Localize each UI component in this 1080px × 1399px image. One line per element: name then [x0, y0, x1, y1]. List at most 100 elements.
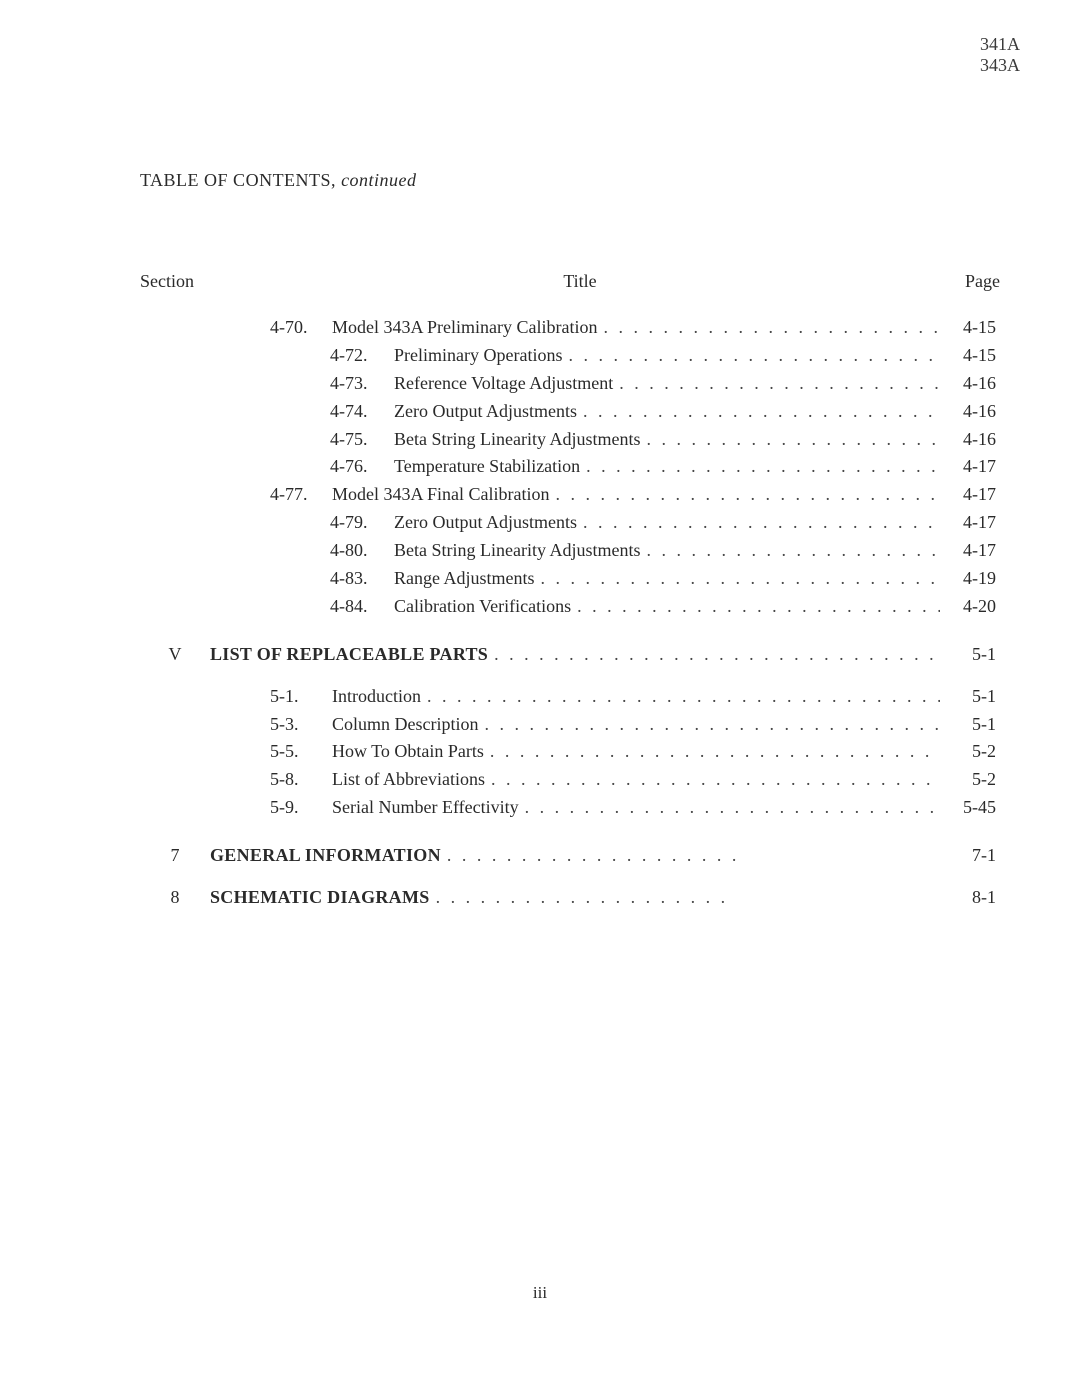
- row-page: 4-15: [940, 314, 1000, 342]
- page-number: iii: [0, 1283, 1080, 1303]
- toc-row: 4-77.Model 343A Final Calibration. . . .…: [140, 481, 1000, 509]
- row-title: Serial Number Effectivity: [332, 794, 519, 822]
- toc-row: 4-80.Beta String Linearity Adjustments. …: [140, 537, 1000, 565]
- row-leaders: . . . . . . . . . . . . . . . . . . . .: [430, 884, 940, 912]
- row-gap: [140, 669, 1000, 683]
- row-page: 4-16: [940, 370, 1000, 398]
- row-leaders: . . . . . . . . . . . . . . . . . . . . …: [485, 766, 940, 794]
- row-number: 4-83.: [330, 565, 394, 593]
- row-title: Reference Voltage Adjustment: [394, 370, 613, 398]
- row-number: 5-3.: [270, 711, 332, 739]
- row-page: 4-20: [940, 593, 1000, 621]
- toc-row: 4-74.Zero Output Adjustments. . . . . . …: [140, 398, 1000, 426]
- col-section: Section: [140, 271, 220, 292]
- toc-row: 4-76.Temperature Stabilization. . . . . …: [140, 453, 1000, 481]
- model-numbers: 341A 343A: [980, 34, 1020, 75]
- row-number: 4-70.: [270, 314, 332, 342]
- row-page: 4-19: [940, 565, 1000, 593]
- row-page: 4-17: [940, 481, 1000, 509]
- toc-row: 4-83.Range Adjustments. . . . . . . . . …: [140, 565, 1000, 593]
- toc-rows: 4-70.Model 343A Preliminary Calibration.…: [140, 314, 1000, 912]
- row-title: Preliminary Operations: [394, 342, 562, 370]
- row-number: 4-72.: [330, 342, 394, 370]
- row-page: 7-1: [940, 842, 1000, 870]
- row-page: 4-15: [940, 342, 1000, 370]
- toc-row: 5-1.Introduction. . . . . . . . . . . . …: [140, 683, 1000, 711]
- toc-row: 4-72.Preliminary Operations. . . . . . .…: [140, 342, 1000, 370]
- model-343a: 343A: [980, 55, 1020, 76]
- row-page: 5-1: [940, 641, 1000, 669]
- row-leaders: . . . . . . . . . . . . . . . . . . . . …: [613, 370, 940, 398]
- row-leaders: . . . . . . . . . . . . . . . . . . . . …: [640, 537, 940, 565]
- column-headers: Section Title Page: [140, 271, 1000, 292]
- toc-row: 4-73.Reference Voltage Adjustment. . . .…: [140, 370, 1000, 398]
- row-number: 4-74.: [330, 398, 394, 426]
- row-leaders: . . . . . . . . . . . . . . . . . . . . …: [421, 683, 940, 711]
- row-leaders: . . . . . . . . . . . . . . . . . . . . …: [488, 641, 940, 669]
- row-number: 4-79.: [330, 509, 394, 537]
- row-number: 5-5.: [270, 738, 332, 766]
- row-title: Beta String Linearity Adjustments: [394, 426, 640, 454]
- row-title: How To Obtain Parts: [332, 738, 484, 766]
- row-leaders: . . . . . . . . . . . . . . . . . . . . …: [597, 314, 940, 342]
- row-title: Column Description: [332, 711, 479, 739]
- row-title: Model 343A Final Calibration: [332, 481, 550, 509]
- row-page: 4-16: [940, 426, 1000, 454]
- toc-heading-prefix: TABLE OF CONTENTS,: [140, 170, 341, 190]
- row-number: 4-73.: [330, 370, 394, 398]
- row-title: LIST OF REPLACEABLE PARTS: [210, 641, 488, 669]
- row-leaders: . . . . . . . . . . . . . . . . . . . .: [441, 842, 940, 870]
- row-page: 4-17: [940, 537, 1000, 565]
- col-title: Title: [220, 271, 940, 292]
- model-341a: 341A: [980, 34, 1020, 55]
- row-title: Calibration Verifications: [394, 593, 571, 621]
- toc-row: 4-75.Beta String Linearity Adjustments. …: [140, 426, 1000, 454]
- row-page: 4-17: [940, 509, 1000, 537]
- row-title: GENERAL INFORMATION: [210, 842, 441, 870]
- toc-row: 7GENERAL INFORMATION . . . . . . . . . .…: [140, 842, 1000, 870]
- row-number: 4-76.: [330, 453, 394, 481]
- row-number: 4-75.: [330, 426, 394, 454]
- col-page: Page: [940, 271, 1000, 292]
- row-page: 8-1: [940, 884, 1000, 912]
- toc-row: 5-3.Column Description. . . . . . . . . …: [140, 711, 1000, 739]
- row-leaders: . . . . . . . . . . . . . . . . . . . . …: [640, 426, 940, 454]
- row-number: 4-84.: [330, 593, 394, 621]
- toc-row: 5-9.Serial Number Effectivity. . . . . .…: [140, 794, 1000, 822]
- toc-row: 4-79.Zero Output Adjustments. . . . . . …: [140, 509, 1000, 537]
- row-title: Beta String Linearity Adjustments: [394, 537, 640, 565]
- row-leaders: . . . . . . . . . . . . . . . . . . . . …: [535, 565, 941, 593]
- row-section: V: [140, 641, 210, 669]
- row-section: 7: [140, 842, 210, 870]
- toc-row: 4-70.Model 343A Preliminary Calibration.…: [140, 314, 1000, 342]
- row-leaders: . . . . . . . . . . . . . . . . . . . . …: [577, 398, 940, 426]
- row-leaders: . . . . . . . . . . . . . . . . . . . . …: [562, 342, 940, 370]
- row-leaders: . . . . . . . . . . . . . . . . . . . . …: [550, 481, 941, 509]
- row-number: 5-9.: [270, 794, 332, 822]
- row-leaders: . . . . . . . . . . . . . . . . . . . . …: [484, 738, 940, 766]
- row-page: 5-45: [940, 794, 1000, 822]
- toc-heading: TABLE OF CONTENTS, continued: [140, 170, 1000, 191]
- row-page: 5-1: [940, 683, 1000, 711]
- toc-row: 5-5.How To Obtain Parts. . . . . . . . .…: [140, 738, 1000, 766]
- row-title: Zero Output Adjustments: [394, 509, 577, 537]
- row-section: 8: [140, 884, 210, 912]
- row-title: Temperature Stabilization: [394, 453, 580, 481]
- row-title: Model 343A Preliminary Calibration: [332, 314, 597, 342]
- row-page: 5-1: [940, 711, 1000, 739]
- row-page: 4-16: [940, 398, 1000, 426]
- row-title: Zero Output Adjustments: [394, 398, 577, 426]
- toc-row: VLIST OF REPLACEABLE PARTS. . . . . . . …: [140, 641, 1000, 669]
- row-number: 5-1.: [270, 683, 332, 711]
- row-number: 5-8.: [270, 766, 332, 794]
- row-page: 5-2: [940, 738, 1000, 766]
- row-title: Range Adjustments: [394, 565, 535, 593]
- row-gap: [140, 870, 1000, 884]
- row-leaders: . . . . . . . . . . . . . . . . . . . . …: [580, 453, 940, 481]
- row-number: 4-77.: [270, 481, 332, 509]
- row-page: 5-2: [940, 766, 1000, 794]
- row-gap: [140, 621, 1000, 641]
- row-leaders: . . . . . . . . . . . . . . . . . . . . …: [571, 593, 940, 621]
- page: 341A 343A TABLE OF CONTENTS, continued S…: [0, 0, 1080, 1399]
- row-leaders: . . . . . . . . . . . . . . . . . . . . …: [577, 509, 940, 537]
